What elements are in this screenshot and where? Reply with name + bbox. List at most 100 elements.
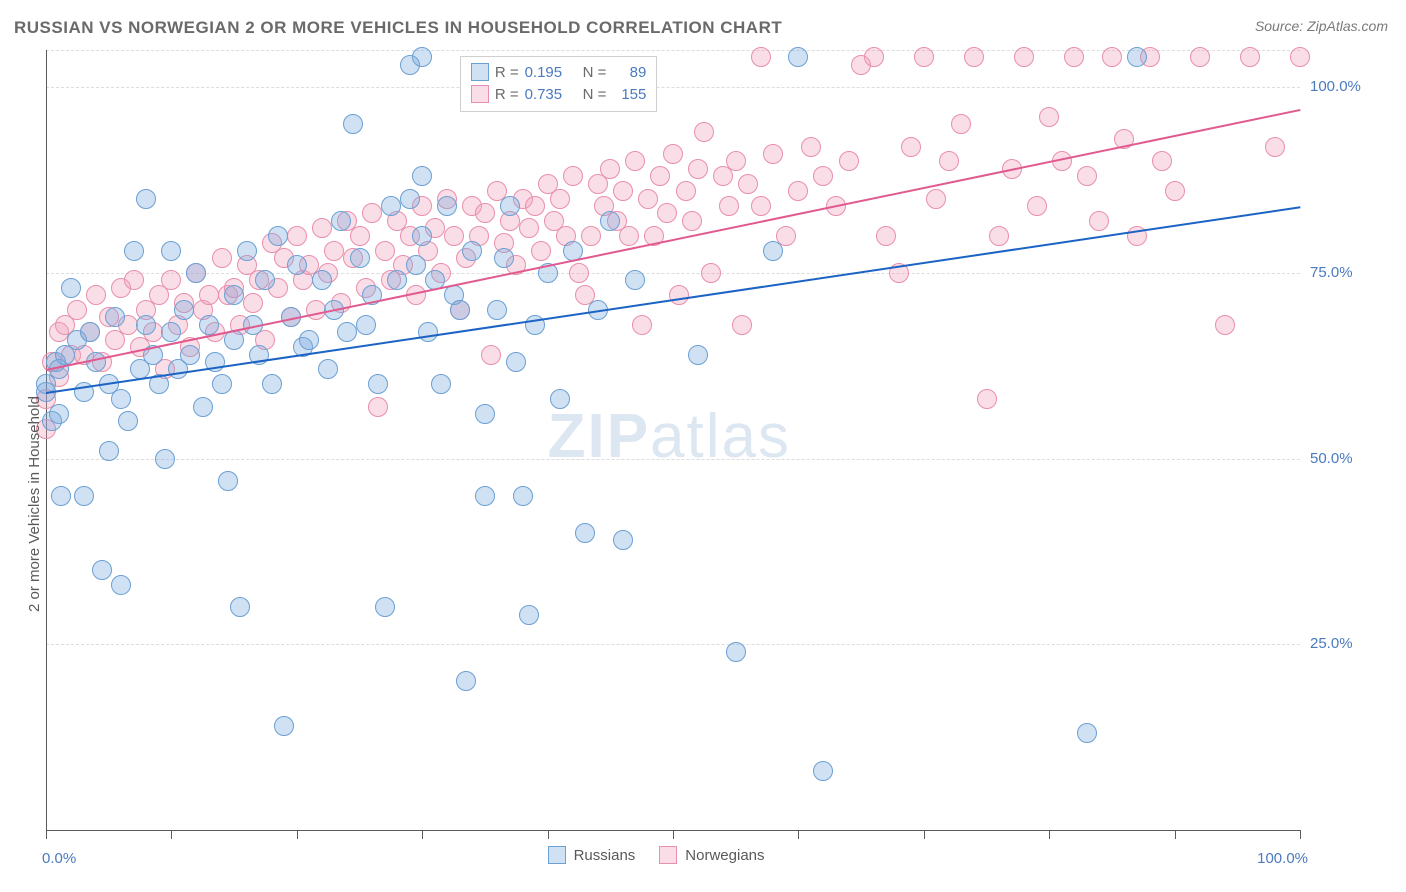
source-label: Source: ZipAtlas.com	[1255, 18, 1388, 34]
scatter-point	[751, 47, 771, 67]
scatter-point	[49, 404, 69, 424]
stat-n-label2: N =	[583, 86, 607, 103]
scatter-point	[638, 189, 658, 209]
stat-r-label2: R =	[495, 86, 519, 103]
scatter-point	[813, 166, 833, 186]
scatter-point	[575, 523, 595, 543]
scatter-point	[650, 166, 670, 186]
scatter-point	[1039, 107, 1059, 127]
legend-swatch-norwegians	[659, 846, 677, 864]
stat-r-label: R =	[495, 64, 519, 81]
grid-line	[46, 644, 1300, 645]
scatter-point	[788, 47, 808, 67]
scatter-point	[80, 322, 100, 342]
scatter-point	[694, 122, 714, 142]
scatter-point	[462, 241, 482, 261]
scatter-point	[67, 300, 87, 320]
scatter-point	[337, 322, 357, 342]
scatter-point	[625, 151, 645, 171]
scatter-point	[161, 322, 181, 342]
scatter-point	[99, 441, 119, 461]
scatter-point	[387, 270, 407, 290]
x-tick	[1300, 830, 1301, 839]
scatter-point	[1014, 47, 1034, 67]
y-tick-label: 25.0%	[1310, 635, 1353, 652]
scatter-point	[914, 47, 934, 67]
scatter-point	[418, 322, 438, 342]
stats-box: R = 0.195 N = 89 R = 0.735 N = 155	[460, 56, 658, 112]
scatter-point	[481, 345, 501, 365]
scatter-point	[475, 486, 495, 506]
scatter-point	[801, 137, 821, 157]
scatter-point	[450, 300, 470, 320]
y-tick-label: 75.0%	[1310, 264, 1353, 281]
scatter-point	[444, 226, 464, 246]
scatter-point	[161, 270, 181, 290]
scatter-point	[726, 642, 746, 662]
x-tick-label: 100.0%	[1228, 850, 1308, 867]
scatter-point	[92, 560, 112, 580]
scatter-point	[763, 241, 783, 261]
scatter-point	[876, 226, 896, 246]
scatter-point	[381, 196, 401, 216]
scatter-point	[318, 359, 338, 379]
scatter-point	[901, 137, 921, 157]
scatter-point	[632, 315, 652, 335]
scatter-point	[324, 241, 344, 261]
scatter-point	[1077, 723, 1097, 743]
scatter-point	[619, 226, 639, 246]
y-axis-label: 2 or more Vehicles in Household	[26, 396, 43, 612]
scatter-point	[1265, 137, 1285, 157]
scatter-point	[525, 196, 545, 216]
scatter-point	[939, 151, 959, 171]
legend-bottom: Russians Norwegians	[548, 846, 765, 864]
scatter-point	[519, 605, 539, 625]
grid-line	[46, 87, 1300, 88]
swatch-russians	[471, 63, 489, 81]
scatter-point	[726, 151, 746, 171]
scatter-point	[475, 203, 495, 223]
scatter-point	[111, 389, 131, 409]
scatter-point	[581, 226, 601, 246]
scatter-point	[230, 597, 250, 617]
scatter-point	[74, 486, 94, 506]
scatter-point	[155, 449, 175, 469]
scatter-point	[124, 241, 144, 261]
scatter-point	[1152, 151, 1172, 171]
scatter-point	[688, 159, 708, 179]
scatter-point	[400, 189, 420, 209]
scatter-point	[343, 114, 363, 134]
scatter-point	[663, 144, 683, 164]
scatter-point	[519, 218, 539, 238]
scatter-point	[682, 211, 702, 231]
x-tick	[46, 830, 47, 839]
scatter-point	[738, 174, 758, 194]
scatter-point	[625, 270, 645, 290]
x-tick	[548, 830, 549, 839]
scatter-point	[613, 530, 633, 550]
grid-line	[46, 459, 1300, 460]
stats-row-russians: R = 0.195 N = 89	[471, 61, 647, 83]
y-tick-label: 100.0%	[1310, 78, 1361, 95]
scatter-point	[362, 203, 382, 223]
x-tick	[422, 830, 423, 839]
legend-label-russians: Russians	[574, 847, 636, 864]
scatter-point	[600, 159, 620, 179]
scatter-point	[180, 345, 200, 365]
legend-item-norwegians: Norwegians	[659, 846, 764, 864]
x-tick	[1049, 830, 1050, 839]
scatter-point	[218, 471, 238, 491]
scatter-point	[312, 270, 332, 290]
scatter-point	[356, 315, 376, 335]
scatter-point	[186, 263, 206, 283]
scatter-point	[375, 597, 395, 617]
scatter-point	[550, 189, 570, 209]
x-tick	[798, 830, 799, 839]
scatter-point	[475, 404, 495, 424]
scatter-point	[124, 270, 144, 290]
scatter-point	[306, 300, 326, 320]
scatter-point	[864, 47, 884, 67]
scatter-point	[111, 575, 131, 595]
scatter-point	[193, 397, 213, 417]
scatter-point	[1240, 47, 1260, 67]
